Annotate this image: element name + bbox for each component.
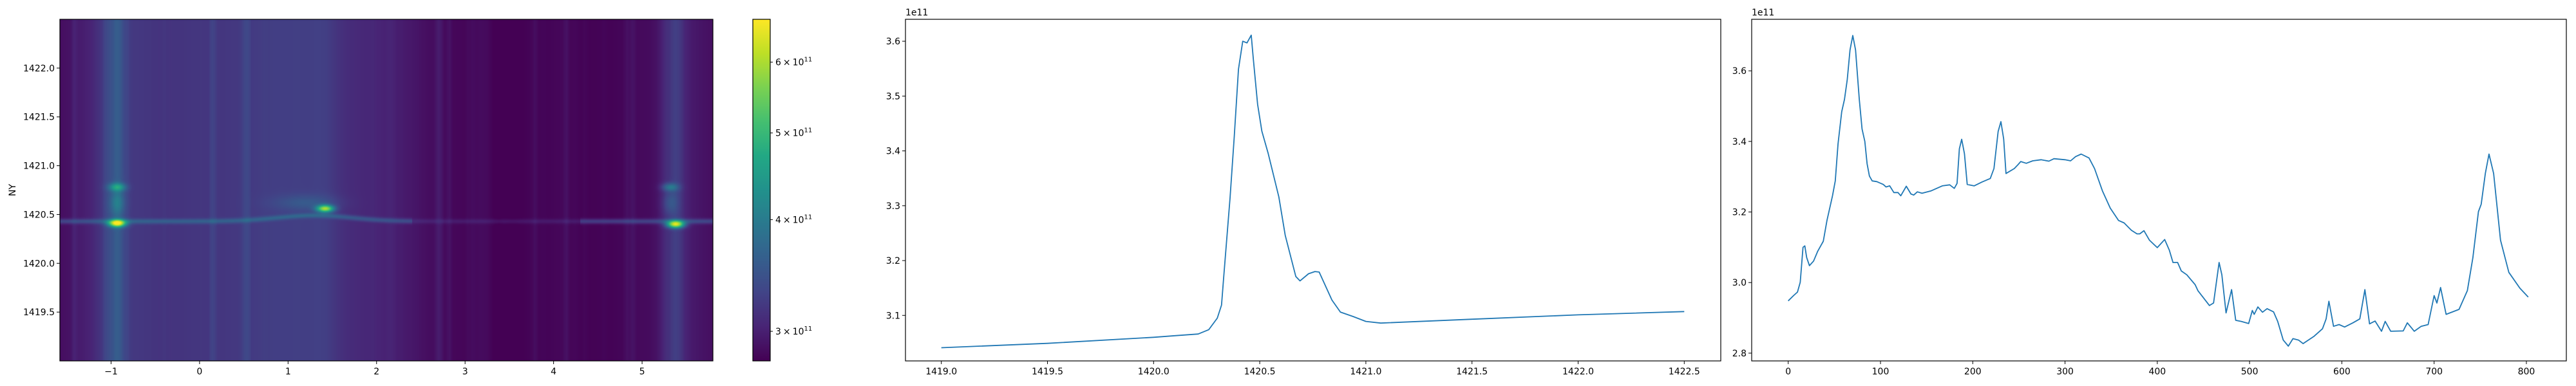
y-tick-label: 3.2: [1732, 208, 1747, 218]
x-tick-label: 300: [2056, 367, 2074, 377]
colorbar-tick-label: 6 × 1011: [775, 57, 812, 68]
x-tick-label: 1421.0: [1350, 367, 1381, 377]
colorbar-tick-label: 3 × 1011: [775, 326, 812, 337]
x-tick-label: 1420.5: [1244, 367, 1276, 377]
axes-frame: [1751, 19, 2567, 362]
offset-text: 1e11: [905, 8, 928, 18]
y-tick-label: 3.0: [1732, 278, 1747, 288]
x-tick-label: −1: [104, 367, 118, 377]
x-tick-label: 1419.5: [1032, 367, 1063, 377]
x-tick-label: 5: [639, 367, 645, 377]
x-tick-label: 4: [551, 367, 556, 377]
heatmap-axes: −1 0 1 2 3 4 5 1419.5 1420.0 1420.5 1421.0 1421.5 14…: [8, 19, 714, 377]
y-tick-label: 3.6: [1732, 66, 1747, 77]
x-tick-label: 3: [462, 367, 468, 377]
colorbar: 3 × 1011 4 × 1011 5 × 1011 6 × 1011: [752, 19, 812, 362]
x-tick-label: 800: [2518, 367, 2535, 377]
y-tick-label: 3.2: [886, 256, 900, 266]
x-tick-label: 0: [1785, 367, 1791, 377]
heatmap-frame: [59, 19, 714, 362]
x-tick-label: 400: [2148, 367, 2166, 377]
series-line: [941, 34, 1685, 349]
y-tick-label: 1420.5: [23, 210, 55, 220]
y-tick-label: 1420.0: [23, 259, 55, 269]
spectrum-axes: 1419.0 1419.5 1420.0 1420.5 1421.0 1421.5 1422…: [886, 8, 1721, 377]
heatmap-image: [60, 19, 713, 361]
y-tick-label: 1421.5: [23, 113, 55, 123]
x-tick-label: 1420.0: [1138, 367, 1170, 377]
series-line: [1788, 35, 2529, 347]
y-tick-label: 1422.0: [23, 64, 55, 74]
y-tick-label: 3.4: [1732, 137, 1747, 147]
x-tick-label: 1422.0: [1562, 367, 1594, 377]
x-tick-label: 600: [2333, 367, 2351, 377]
y-tick-label: 3.1: [886, 311, 900, 321]
y-axis-label: NY: [8, 184, 18, 196]
x-tick-label: 2: [374, 367, 379, 377]
x-tick-label: 1419.0: [925, 367, 957, 377]
colorbar-tick-label: 4 × 1011: [775, 214, 812, 225]
x-tick-label: 200: [1964, 367, 1982, 377]
y-tick-label: 3.6: [886, 37, 900, 47]
colorbar-tick-label: 5 × 1011: [775, 127, 812, 139]
offset-text: 1e11: [1752, 8, 1774, 18]
x-tick-label: 1: [285, 367, 291, 377]
y-tick-label: 3.4: [886, 147, 900, 157]
y-tick-label: 1419.5: [23, 308, 55, 318]
x-tick-label: 700: [2425, 367, 2443, 377]
colorbar-gradient: [752, 19, 771, 362]
profile-axes: 0 100 200 300 400 500 600 700 800 2.8 3.0 3.2 3.4 3.6…: [1732, 8, 2567, 377]
axes-frame: [905, 19, 1721, 362]
y-tick-label: 2.8: [1732, 349, 1747, 359]
x-tick-label: 500: [2241, 367, 2259, 377]
y-tick-label: 1421.0: [23, 161, 55, 172]
x-tick-label: 0: [196, 367, 202, 377]
x-tick-label: 1422.5: [1669, 367, 1700, 377]
x-tick-label: 100: [1872, 367, 1889, 377]
x-tick-label: 1421.5: [1456, 367, 1488, 377]
y-tick-label: 3.5: [886, 91, 900, 102]
y-tick-label: 3.3: [886, 201, 900, 212]
